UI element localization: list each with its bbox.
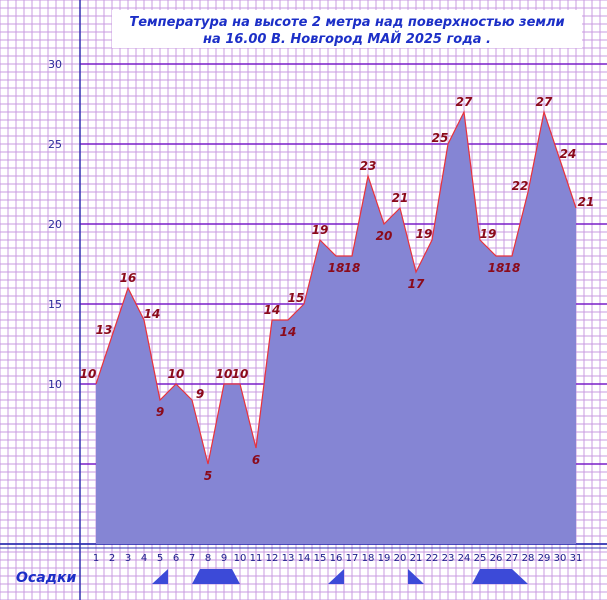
data-label: 19 xyxy=(480,227,497,241)
data-label: 17 xyxy=(408,277,425,291)
x-tick-label: 4 xyxy=(141,553,147,564)
x-tick-label: 20 xyxy=(394,553,407,564)
x-tick-label: 14 xyxy=(298,553,311,564)
x-tick-label: 18 xyxy=(362,553,375,564)
x-tick-label: 19 xyxy=(378,553,391,564)
data-label: 23 xyxy=(360,159,377,173)
title-background xyxy=(112,10,582,48)
data-label: 10 xyxy=(80,367,97,381)
x-tick-label: 28 xyxy=(522,553,535,564)
x-tick-label: 31 xyxy=(570,553,583,564)
data-label: 5 xyxy=(204,469,212,483)
title-line-2: на 16.00 В. Новгород МАЙ 2025 года . xyxy=(203,31,491,47)
temperature-line xyxy=(95,109,577,465)
data-label: 21 xyxy=(578,195,595,209)
x-tick-label: 2 xyxy=(109,553,115,564)
data-label: 9 xyxy=(196,387,204,401)
data-label: 19 xyxy=(416,227,433,241)
x-tick-label: 13 xyxy=(282,553,295,564)
x-tick-label: 25 xyxy=(474,553,487,564)
x-tick-label: 15 xyxy=(314,553,327,564)
data-label: 15 xyxy=(288,291,305,305)
x-tick-label: 3 xyxy=(125,553,131,564)
data-label: 27 xyxy=(536,95,553,109)
data-label: 25 xyxy=(432,131,449,145)
title-line-1: Температура на высоте 2 метра над поверх… xyxy=(129,15,564,30)
x-tick-label: 16 xyxy=(330,553,343,564)
x-tick-label: 27 xyxy=(506,553,519,564)
precipitation-strip: Осадки xyxy=(16,569,528,586)
x-tick-label: 6 xyxy=(173,553,179,564)
data-label: 22 xyxy=(512,179,529,193)
data-label: 10 xyxy=(216,367,233,381)
x-tick-label: 22 xyxy=(426,553,439,564)
data-label: 13 xyxy=(96,323,113,337)
x-tick-label: 7 xyxy=(189,553,195,564)
precipitation-marker xyxy=(192,569,240,584)
precipitation-marker xyxy=(328,569,344,584)
precipitation-marker xyxy=(472,569,520,584)
data-label: 19 xyxy=(312,223,329,237)
precipitation-label: Осадки xyxy=(16,570,76,586)
data-label: 14 xyxy=(264,303,281,317)
data-label: 10 xyxy=(232,367,249,381)
precipitation-marker xyxy=(152,569,168,584)
data-label: 9 xyxy=(156,405,164,419)
x-tick-label: 29 xyxy=(538,553,551,564)
y-tick-label: 30 xyxy=(48,58,62,71)
data-label: 14 xyxy=(144,307,161,321)
x-tick-label: 30 xyxy=(554,553,567,564)
data-label: 18 xyxy=(328,261,345,275)
y-tick-label: 20 xyxy=(48,218,62,231)
area-series xyxy=(95,109,577,544)
data-label: 18 xyxy=(504,261,521,275)
temperature-area xyxy=(96,112,576,544)
x-tick-label: 17 xyxy=(346,553,359,564)
data-label: 10 xyxy=(168,367,185,381)
y-tick-label: 10 xyxy=(48,378,62,391)
data-label: 6 xyxy=(252,453,260,467)
precipitation-marker xyxy=(408,569,424,584)
x-tick-label: 23 xyxy=(442,553,455,564)
x-tick-label: 12 xyxy=(266,553,279,564)
data-label: 18 xyxy=(488,261,505,275)
data-label: 27 xyxy=(456,95,473,109)
data-label: 24 xyxy=(560,147,577,161)
data-label: 14 xyxy=(280,325,297,339)
data-label: 16 xyxy=(120,271,137,285)
y-tick-label: 25 xyxy=(48,138,62,151)
data-label: 18 xyxy=(344,261,361,275)
y-tick-labels: 10 15 20 25 30 xyxy=(48,58,62,391)
data-label: 20 xyxy=(376,229,393,243)
chart-title: Температура на высоте 2 метра над поверх… xyxy=(112,10,582,48)
x-tick-label: 21 xyxy=(410,553,423,564)
x-tick-label: 24 xyxy=(458,553,471,564)
x-tick-label: 5 xyxy=(157,553,163,564)
precipitation-marker xyxy=(512,569,528,584)
x-tick-labels: 1 2 3 4 5 6 7 8 9 10 11 12 13 14 15 16 17 18 19 20 21 22 23 24 2… xyxy=(93,553,583,564)
data-label: 21 xyxy=(392,191,409,205)
x-tick-label: 26 xyxy=(490,553,503,564)
x-tick-label: 1 xyxy=(93,553,99,564)
x-tick-label: 10 xyxy=(234,553,247,564)
y-tick-label: 15 xyxy=(48,298,62,311)
x-tick-label: 11 xyxy=(250,553,263,564)
x-tick-label: 8 xyxy=(205,553,211,564)
x-tick-label: 9 xyxy=(221,553,227,564)
